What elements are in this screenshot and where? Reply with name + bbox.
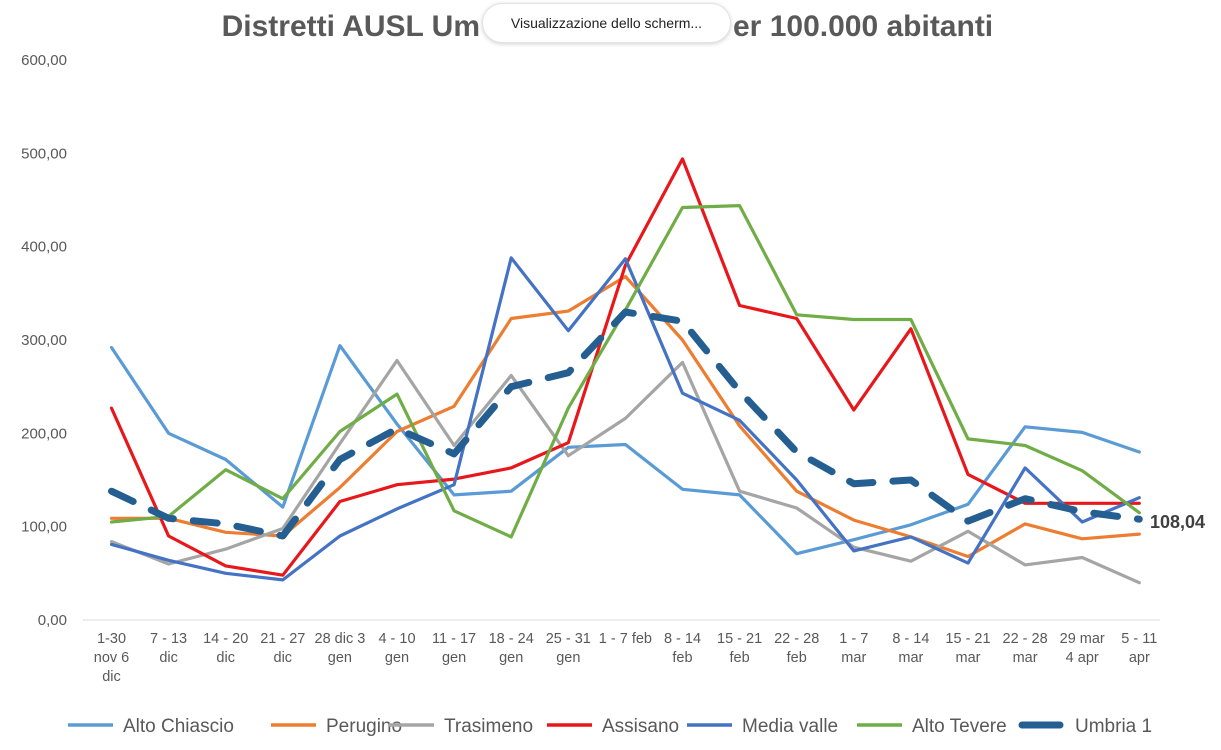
x-axis-ticks: 1-30 nov 6 dic 7 - 13 dic 14 - 20 dic 21 - 27 di… bbox=[94, 631, 1158, 685]
x-tick-line: 18 - 24 bbox=[489, 631, 534, 647]
legend: Alto Chiascio Perugino Trasimeno Assisano Me… bbox=[68, 716, 1152, 737]
x-tick-label: 4 - 10 gen bbox=[378, 631, 415, 666]
x-tick-line: 15 - 21 bbox=[945, 631, 990, 647]
x-tick-line: gen bbox=[385, 650, 409, 666]
x-tick-line: 8 - 14 bbox=[664, 631, 701, 647]
x-tick-line: gen bbox=[556, 650, 580, 666]
series-line-umbria-1 bbox=[108, 308, 1143, 540]
x-tick-line: apr bbox=[1129, 650, 1150, 666]
y-tick-label: 600,00 bbox=[21, 52, 67, 69]
x-tick-line: gen bbox=[328, 650, 352, 666]
chart-title-right: er 100.000 abitanti bbox=[733, 10, 993, 43]
x-tick-line: nov 6 bbox=[94, 650, 129, 666]
legend-label: Trasimeno bbox=[444, 716, 533, 737]
x-tick-line: 15 - 21 bbox=[717, 631, 762, 647]
x-tick-line: mar bbox=[898, 650, 923, 666]
x-tick-line: feb bbox=[730, 650, 750, 666]
legend-label: Alto Tevere bbox=[912, 716, 1007, 737]
x-tick-line: gen bbox=[499, 650, 523, 666]
x-tick-label: 22 - 28 mar bbox=[1003, 631, 1048, 666]
x-tick-label: 8 - 14 feb bbox=[664, 631, 701, 666]
y-tick-label: 100,00 bbox=[21, 519, 67, 536]
y-tick-label: 500,00 bbox=[21, 145, 67, 162]
x-tick-label: 22 - 28 feb bbox=[774, 631, 819, 666]
legend-label: Alto Chiascio bbox=[123, 716, 234, 737]
x-tick-label: 14 - 20 dic bbox=[203, 631, 248, 666]
x-tick-line: dic bbox=[159, 650, 178, 666]
x-tick-line: 8 - 14 bbox=[892, 631, 929, 647]
x-tick-line: 22 - 28 bbox=[1003, 631, 1048, 647]
x-tick-label: 15 - 21 mar bbox=[945, 631, 990, 666]
chart-title-left: Distretti AUSL Um bbox=[222, 10, 480, 43]
legend-label: Umbria 1 bbox=[1075, 716, 1152, 737]
series-line-media-valle bbox=[109, 256, 1141, 582]
x-tick-label: 18 - 24 gen bbox=[489, 631, 534, 666]
legend-label: Media valle bbox=[742, 716, 838, 737]
x-tick-line: dic bbox=[274, 650, 293, 666]
x-tick-line: 14 - 20 bbox=[203, 631, 248, 647]
x-tick-label: 5 - 11 apr bbox=[1121, 631, 1157, 666]
x-tick-line: 1 - 7 feb bbox=[599, 631, 652, 647]
x-tick-line: 21 - 27 bbox=[260, 631, 305, 647]
x-tick-line: 25 - 31 bbox=[546, 631, 591, 647]
x-tick-line: 22 - 28 bbox=[774, 631, 819, 647]
x-tick-line: feb bbox=[672, 650, 692, 666]
x-tick-label: 29 mar 4 apr bbox=[1060, 631, 1105, 666]
x-tick-label: 28 dic 3 gen bbox=[315, 631, 366, 666]
legend-label: Perugino bbox=[326, 716, 402, 737]
x-tick-line: 4 apr bbox=[1066, 650, 1099, 666]
series-lines bbox=[108, 157, 1143, 585]
x-tick-line: dic bbox=[216, 650, 235, 666]
x-tick-label: 1 - 7 feb bbox=[599, 631, 652, 647]
x-tick-line: feb bbox=[787, 650, 807, 666]
series-line-alto-tevere bbox=[109, 204, 1141, 539]
x-tick-label: 1 - 7 mar bbox=[839, 631, 868, 666]
x-tick-line: mar bbox=[956, 650, 981, 666]
x-tick-line: 7 - 13 bbox=[150, 631, 187, 647]
y-tick-label: 400,00 bbox=[21, 239, 67, 256]
y-tick-label: 300,00 bbox=[21, 332, 67, 349]
x-tick-label: 25 - 31 gen bbox=[546, 631, 591, 666]
x-tick-line: mar bbox=[1013, 650, 1038, 666]
x-tick-line: 5 - 11 bbox=[1121, 631, 1157, 647]
x-tick-label: 1-30 nov 6 dic bbox=[94, 631, 129, 685]
x-tick-label: 15 - 21 feb bbox=[717, 631, 762, 666]
x-tick-line: 4 - 10 bbox=[378, 631, 415, 647]
y-tick-label: 0,00 bbox=[38, 612, 67, 629]
legend-label: Assisano bbox=[602, 716, 679, 737]
x-tick-line: mar bbox=[841, 650, 866, 666]
umbria-end-label: 108,04 bbox=[1150, 512, 1205, 532]
y-axis-ticks: 0,00 100,00 200,00 300,00 400,00 500,00 600,00 bbox=[21, 52, 67, 629]
x-tick-label: 11 - 17 gen bbox=[432, 631, 476, 666]
x-tick-line: 1 - 7 bbox=[839, 631, 868, 647]
series-line-trasimeno bbox=[109, 358, 1141, 585]
x-tick-line: 11 - 17 bbox=[432, 631, 476, 647]
x-tick-line: gen bbox=[442, 650, 466, 666]
x-tick-line: dic bbox=[102, 669, 121, 685]
series-line-alto-chiascio bbox=[109, 344, 1141, 556]
x-tick-line: 1-30 bbox=[97, 631, 126, 647]
x-tick-label: 8 - 14 mar bbox=[892, 631, 929, 666]
series-line-assisano bbox=[109, 157, 1141, 577]
y-tick-label: 200,00 bbox=[21, 425, 67, 442]
x-tick-label: 21 - 27 dic bbox=[260, 631, 305, 666]
screen-view-tooltip: Visualizzazione dello scherm... bbox=[482, 3, 731, 43]
x-tick-label: 7 - 13 dic bbox=[150, 631, 187, 666]
x-tick-line: 28 dic 3 bbox=[315, 631, 366, 647]
x-tick-line: 29 mar bbox=[1060, 631, 1105, 647]
